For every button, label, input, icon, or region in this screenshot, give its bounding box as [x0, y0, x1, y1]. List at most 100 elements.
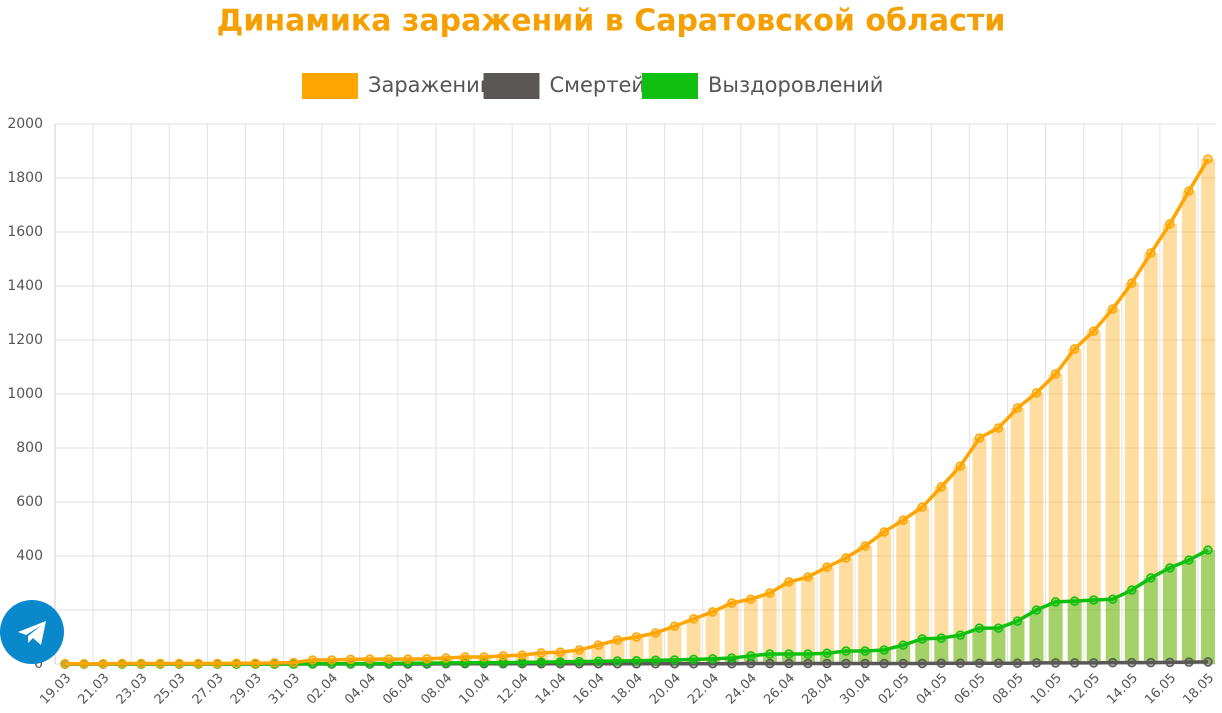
point	[136, 658, 146, 669]
point	[1203, 154, 1213, 164]
point	[784, 577, 794, 587]
point	[365, 654, 375, 664]
point	[479, 652, 489, 662]
point	[498, 657, 508, 668]
point	[498, 651, 508, 661]
point	[898, 515, 908, 525]
point	[1146, 248, 1156, 258]
x-tick-label: 28.04	[799, 671, 836, 708]
y-tick-label: 400	[16, 548, 43, 564]
bar	[1181, 560, 1196, 664]
point	[593, 656, 604, 667]
point	[707, 654, 718, 664]
point	[841, 658, 851, 669]
bar	[705, 611, 720, 664]
bar	[1124, 590, 1139, 664]
x-tick-label: 18.05	[1180, 671, 1217, 708]
x-tick-label: 14.04	[533, 671, 570, 708]
point	[1127, 657, 1137, 668]
legend-label: Смертей	[550, 73, 646, 97]
point	[174, 658, 185, 669]
point	[746, 594, 756, 604]
point	[841, 553, 851, 563]
legend-swatch	[483, 73, 540, 99]
x-tick-label: 18.04	[609, 671, 646, 708]
bar	[629, 637, 644, 664]
point	[765, 588, 775, 598]
point	[860, 646, 870, 656]
point	[879, 658, 889, 669]
point	[1108, 657, 1118, 668]
x-tick-label: 08.05	[990, 671, 1027, 708]
x-tick-label: 14.05	[1104, 671, 1141, 708]
point	[688, 654, 699, 665]
bar	[381, 659, 396, 664]
bar	[439, 658, 453, 664]
point	[974, 623, 985, 633]
bar	[972, 438, 987, 664]
point	[650, 628, 661, 638]
point	[1069, 658, 1080, 668]
point	[727, 653, 737, 663]
y-tick-label: 1000	[7, 386, 43, 402]
point	[669, 621, 680, 631]
bar	[934, 486, 949, 664]
point	[707, 607, 718, 617]
bar	[667, 659, 682, 664]
point	[574, 645, 585, 655]
bar	[800, 577, 815, 664]
point	[631, 656, 642, 666]
bar	[1086, 331, 1101, 664]
point	[593, 640, 604, 650]
point	[574, 656, 585, 667]
point	[955, 658, 966, 668]
bar	[305, 659, 320, 664]
telegram-button[interactable]	[0, 600, 64, 664]
bar	[820, 653, 834, 664]
point	[307, 655, 318, 665]
point	[727, 598, 737, 608]
bar	[1105, 599, 1120, 664]
point	[822, 658, 832, 669]
point	[803, 572, 813, 582]
point	[784, 649, 794, 659]
x-tick-label: 24.04	[723, 671, 760, 708]
point	[1069, 344, 1080, 354]
point	[688, 614, 699, 624]
point	[1203, 545, 1213, 555]
x-tick-label: 16.04	[571, 671, 608, 708]
point	[765, 649, 775, 659]
point	[384, 654, 394, 664]
bar	[1010, 621, 1025, 664]
y-tick-label: 600	[16, 494, 43, 510]
point	[555, 647, 566, 657]
x-tick-label: 31.03	[266, 671, 303, 708]
point	[631, 632, 642, 642]
bar	[1010, 408, 1025, 664]
point	[860, 541, 870, 551]
bar	[972, 628, 987, 664]
point	[803, 649, 813, 659]
bar	[762, 592, 777, 664]
bar	[686, 618, 701, 664]
bar	[1181, 190, 1196, 664]
bar	[743, 599, 758, 664]
point	[879, 645, 889, 655]
point	[841, 646, 851, 656]
point	[1031, 388, 1042, 398]
point	[155, 658, 165, 669]
bar	[915, 507, 930, 664]
y-tick-label: 1400	[7, 278, 43, 294]
point	[1184, 555, 1194, 565]
point	[1108, 304, 1118, 314]
x-tick-label: 19.03	[37, 671, 74, 708]
point	[250, 658, 261, 668]
x-tick-label: 04.04	[342, 671, 379, 708]
point	[993, 623, 1004, 633]
bar	[1048, 374, 1063, 664]
point	[346, 654, 356, 665]
point	[1184, 657, 1194, 667]
point	[650, 655, 661, 665]
point	[955, 461, 966, 471]
